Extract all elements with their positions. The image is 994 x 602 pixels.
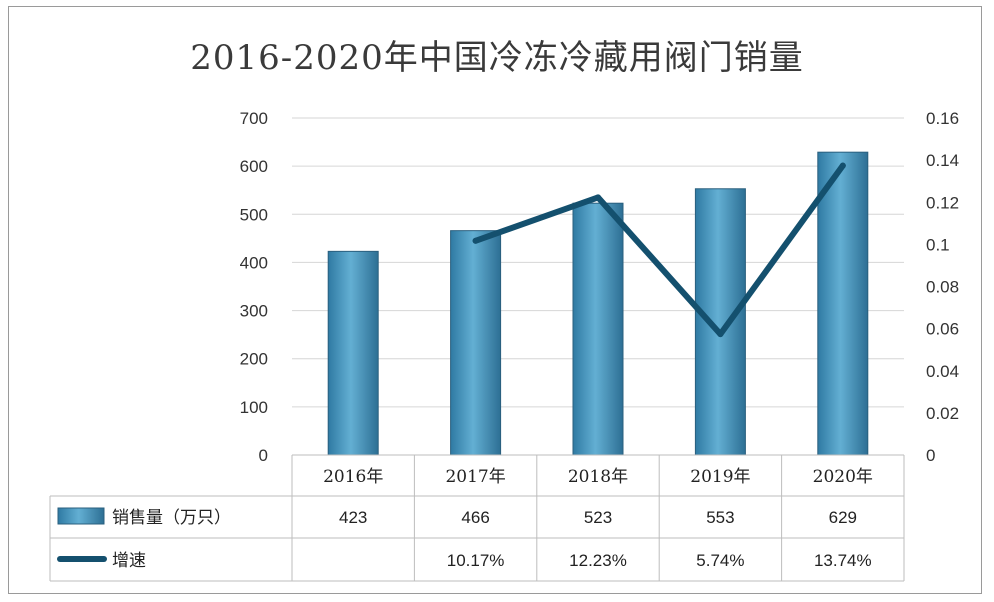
table-cell: 629 [829, 508, 857, 527]
table-row-label: 销售量（万只） [112, 508, 231, 528]
y-left-tick-label: 200 [240, 350, 268, 369]
bar [450, 230, 502, 456]
x-category-label: 2020年 [813, 467, 873, 487]
bar [327, 250, 379, 456]
chart-frame [8, 6, 982, 594]
y-left-tick-label: 600 [240, 157, 268, 176]
x-category-label: 2018年 [568, 467, 628, 487]
y-right-tick-label: 0.12 [926, 193, 959, 212]
axis-labels: 0 100 200 300 400 500 600 700 0 0.02 0.04 0.06 0.08 0… [240, 109, 959, 465]
x-category-label: 2017年 [445, 467, 505, 487]
y-right-tick-label: 0.16 [926, 109, 959, 128]
table-cell: 10.17% [447, 551, 505, 570]
y-right-tick-label: 0.1 [926, 235, 950, 254]
table-cell: 553 [706, 508, 734, 527]
y-left-tick-label: 400 [240, 253, 268, 272]
y-left-tick-label: 300 [240, 302, 268, 321]
y-left-tick-label: 700 [240, 109, 268, 128]
line-point [717, 331, 724, 338]
bar [694, 188, 746, 456]
y-left-tick-label: 0 [259, 446, 268, 465]
table-cell: 466 [461, 508, 489, 527]
bar [572, 202, 624, 456]
table-cell: 423 [339, 508, 367, 527]
table-cell: 12.23% [569, 551, 627, 570]
bar-series [327, 151, 869, 456]
y-right-tick-label: 0.02 [926, 404, 959, 423]
table-cell: 13.74% [814, 551, 872, 570]
bar [817, 151, 869, 456]
x-category-label: 2019年 [690, 467, 750, 487]
y-right-tick-label: 0.06 [926, 320, 959, 339]
chart-title: 2016-2020年中国冷冻冷藏用阀门销量 [190, 38, 804, 78]
x-category-label: 2016年 [323, 467, 383, 487]
growth-line [472, 162, 846, 338]
y-left-tick-label: 100 [240, 398, 268, 417]
y-right-tick-label: 0.04 [926, 362, 959, 381]
line-point [839, 162, 846, 169]
line-point [472, 237, 479, 244]
legend-key-bar [57, 507, 105, 525]
y-left-tick-label: 500 [240, 205, 268, 224]
y-right-tick-label: 0.14 [926, 151, 959, 170]
table-cell: 523 [584, 508, 612, 527]
y-right-tick-label: 0.08 [926, 278, 959, 297]
line-point [595, 194, 601, 201]
line-series [472, 162, 846, 338]
table-cell: 5.74% [696, 551, 744, 570]
table-row-label: 增速 [112, 551, 146, 571]
y-right-tick-label: 0 [926, 446, 935, 465]
